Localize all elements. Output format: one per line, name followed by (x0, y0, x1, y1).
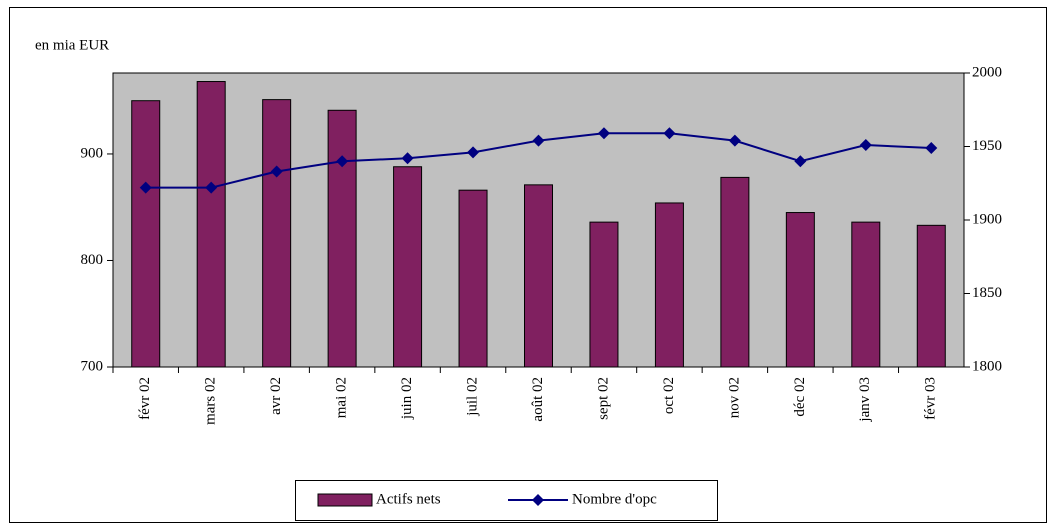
bar (458, 189, 488, 368)
line-marker (532, 134, 545, 147)
bar (393, 166, 423, 368)
bar (524, 184, 553, 368)
y-axis-label: en mia EUR (35, 37, 109, 53)
line-marker (205, 181, 218, 194)
x-tick-label: janv 03 (857, 377, 873, 423)
x-tick-label: nov 02 (726, 377, 742, 418)
line-marker (859, 139, 872, 152)
x-tick-label: avr 02 (268, 377, 284, 415)
x-tick-label: févr 03 (923, 377, 939, 420)
bar (327, 109, 357, 368)
x-tick-label: mars 02 (203, 377, 219, 425)
line-marker (728, 134, 741, 147)
x-tick-label: juil 02 (464, 377, 480, 417)
bar (262, 99, 292, 368)
x-tick-label: mai 02 (334, 377, 350, 418)
legend-marker (532, 494, 544, 506)
bar (720, 176, 750, 368)
line-marker (401, 152, 414, 165)
x-tick-label: juin 02 (399, 377, 415, 420)
x-tick-label: déc 02 (792, 377, 808, 417)
bar (916, 224, 946, 368)
y2-tick-label: 1800 (972, 358, 1002, 374)
x-tick-label: févr 02 (137, 377, 153, 420)
y2-tick-label: 1950 (972, 138, 1002, 154)
line-marker (467, 146, 480, 159)
line-marker (270, 165, 283, 178)
bar (654, 202, 684, 368)
line-marker (597, 127, 610, 140)
line-marker (794, 155, 807, 168)
bar (851, 221, 881, 368)
x-tick-label: oct 02 (661, 377, 677, 414)
line-marker (139, 181, 152, 194)
y-tick-label: 800 (81, 252, 104, 268)
line-marker (663, 127, 676, 140)
legend-label: Nombre d'opc (572, 491, 657, 507)
legend-label: Actifs nets (376, 491, 441, 507)
y-tick-label: 700 (81, 358, 104, 374)
y2-tick-label: 1850 (972, 285, 1002, 301)
bar (131, 100, 161, 368)
bar (785, 212, 815, 368)
line-marker (336, 155, 349, 168)
y2-tick-label: 2000 (972, 64, 1002, 80)
bar (196, 81, 226, 368)
y-tick-label: 900 (81, 145, 104, 161)
x-tick-label: sept 02 (595, 377, 611, 420)
legend-swatch (317, 493, 373, 507)
bar (589, 221, 619, 368)
y2-tick-label: 1900 (972, 211, 1002, 227)
x-tick-label: août 02 (530, 377, 546, 422)
line-marker (925, 141, 938, 154)
